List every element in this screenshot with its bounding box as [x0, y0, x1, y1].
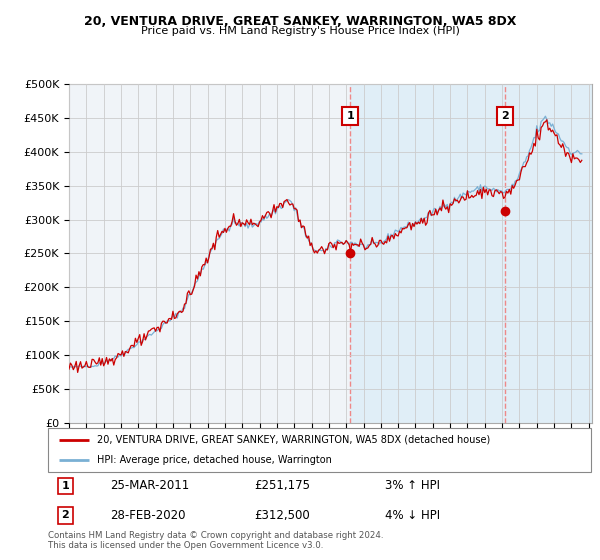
Text: 20, VENTURA DRIVE, GREAT SANKEY, WARRINGTON, WA5 8DX (detached house): 20, VENTURA DRIVE, GREAT SANKEY, WARRING…	[97, 435, 490, 445]
Text: HPI: Average price, detached house, Warrington: HPI: Average price, detached house, Warr…	[97, 455, 332, 465]
Text: 2: 2	[501, 111, 509, 121]
Text: 28-FEB-2020: 28-FEB-2020	[110, 508, 186, 522]
Text: 2: 2	[62, 510, 70, 520]
Text: £251,175: £251,175	[254, 479, 310, 492]
FancyBboxPatch shape	[48, 428, 591, 472]
Text: 1: 1	[62, 481, 70, 491]
Text: 4% ↓ HPI: 4% ↓ HPI	[385, 508, 440, 522]
Text: Price paid vs. HM Land Registry's House Price Index (HPI): Price paid vs. HM Land Registry's House …	[140, 26, 460, 36]
Text: 1: 1	[346, 111, 354, 121]
Text: £312,500: £312,500	[254, 508, 310, 522]
Text: 25-MAR-2011: 25-MAR-2011	[110, 479, 190, 492]
Text: 3% ↑ HPI: 3% ↑ HPI	[385, 479, 440, 492]
Bar	[350, 84, 592, 423]
Text: 20, VENTURA DRIVE, GREAT SANKEY, WARRINGTON, WA5 8DX: 20, VENTURA DRIVE, GREAT SANKEY, WARRING…	[84, 15, 516, 27]
Text: Contains HM Land Registry data © Crown copyright and database right 2024.
This d: Contains HM Land Registry data © Crown c…	[48, 531, 383, 550]
